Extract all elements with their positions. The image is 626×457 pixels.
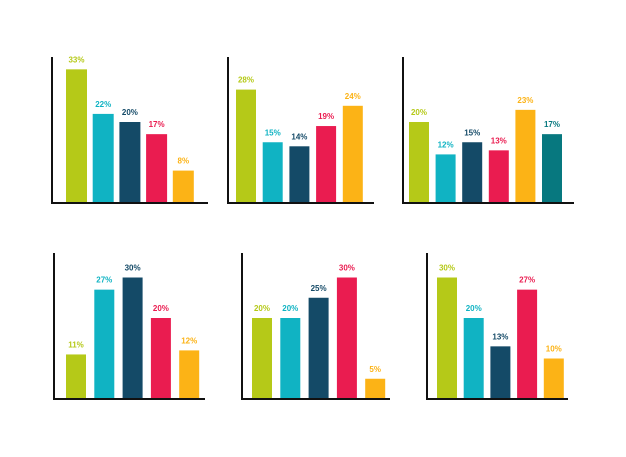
bar <box>66 354 86 399</box>
bar-value-label: 27% <box>96 276 112 285</box>
bar-chart-6: 30% 20% 13% 27% 10% <box>425 253 570 403</box>
bar-chart-2: 28% 15% 14% 19% 24% <box>226 57 376 207</box>
bar <box>336 277 357 399</box>
bar-chart-3: 20% 12% 15% 13% 23% 17% <box>401 57 576 207</box>
bar-value-label: 20% <box>122 108 138 117</box>
bar-chart-4: 11% 27% 30% 20% 12% <box>52 253 207 401</box>
bar-chart-svg: 20% 20% 25% 30% 5% <box>241 253 390 400</box>
bar <box>94 289 115 399</box>
bar-value-label: 17% <box>544 120 560 129</box>
bar-value-label: 17% <box>149 120 165 129</box>
bar-chart-svg: 30% 20% 13% 27% 10% <box>426 253 568 400</box>
bar <box>409 122 429 203</box>
bar-value-label: 13% <box>491 136 507 145</box>
bar-value-label: 30% <box>439 264 455 273</box>
bar-chart-1: 33% 22% 20% 17% 8% <box>50 55 210 207</box>
bar-value-label: 22% <box>95 100 111 109</box>
bar <box>252 318 272 399</box>
bar <box>150 318 171 399</box>
bar-value-label: 30% <box>125 264 141 273</box>
bar-value-label: 30% <box>339 264 355 273</box>
bar-value-label: 20% <box>466 304 482 313</box>
bar-chart-5: 20% 20% 25% 30% 5% <box>240 253 392 403</box>
bar-value-label: 27% <box>519 276 535 285</box>
bar-value-label: 25% <box>311 284 327 293</box>
bar <box>308 297 329 399</box>
bar-value-label: 15% <box>464 128 480 137</box>
bar-value-label: 12% <box>181 336 197 345</box>
bar <box>179 350 200 399</box>
bar-value-label: 23% <box>517 96 533 105</box>
bar <box>542 134 562 203</box>
bar <box>517 289 538 399</box>
bar-value-label: 8% <box>178 157 190 166</box>
bar-value-label: 24% <box>345 92 361 101</box>
bar-value-label: 20% <box>411 108 427 117</box>
bar <box>122 277 143 399</box>
bar <box>463 318 484 399</box>
bar <box>365 378 386 399</box>
bar <box>488 150 509 203</box>
bar <box>119 122 141 203</box>
bar <box>543 358 564 399</box>
bar-value-label: 5% <box>369 365 381 374</box>
bar <box>342 105 363 203</box>
bar <box>515 109 536 203</box>
bar <box>437 277 457 399</box>
bar <box>146 134 168 203</box>
bar <box>289 146 310 203</box>
bar-value-label: 20% <box>282 304 298 313</box>
bar-value-label: 33% <box>68 55 84 64</box>
bar-value-label: 20% <box>153 304 169 313</box>
bar-value-label: 28% <box>238 76 254 85</box>
bar <box>236 89 256 203</box>
bar <box>462 142 483 203</box>
bar-value-label: 10% <box>546 345 562 354</box>
bar-chart-svg: 33% 22% 20% 17% 8% <box>51 55 208 204</box>
bar <box>172 170 194 203</box>
bar-value-label: 11% <box>68 340 84 349</box>
bar-value-label: 13% <box>492 332 508 341</box>
bar <box>280 318 301 399</box>
bar-value-label: 14% <box>291 132 307 141</box>
bar-value-label: 12% <box>438 140 454 149</box>
bar-chart-svg: 11% 27% 30% 20% 12% <box>53 253 205 400</box>
bar-chart-svg: 28% 15% 14% 19% 24% <box>227 57 374 204</box>
bar-value-label: 20% <box>254 304 270 313</box>
bar-value-label: 15% <box>265 128 281 137</box>
bar <box>435 154 456 203</box>
bar <box>490 346 511 399</box>
bar-chart-svg: 20% 12% 15% 13% 23% 17% <box>402 57 574 204</box>
bar <box>262 142 283 203</box>
bar <box>316 126 337 203</box>
bar-value-label: 19% <box>318 112 334 121</box>
bar <box>92 113 114 203</box>
bar <box>66 69 87 203</box>
